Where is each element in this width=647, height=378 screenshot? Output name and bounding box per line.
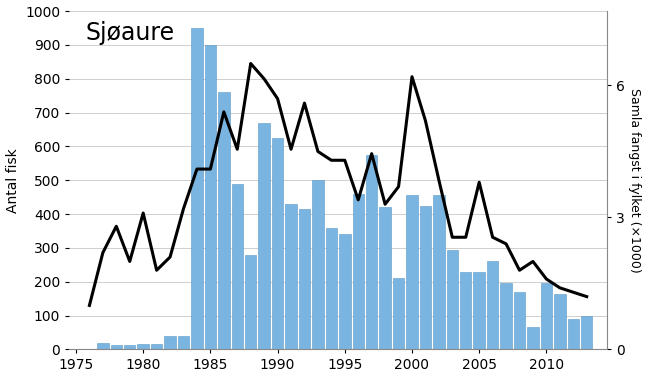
Bar — [487, 262, 498, 349]
Bar — [299, 209, 310, 349]
Y-axis label: Samla fangst i fylket (×1000): Samla fangst i fylket (×1000) — [628, 88, 641, 273]
Bar — [433, 195, 444, 349]
Bar — [245, 255, 256, 349]
Bar — [420, 206, 431, 349]
Bar — [192, 28, 203, 349]
Bar — [258, 123, 270, 349]
Bar — [581, 316, 593, 349]
Bar — [313, 180, 324, 349]
Bar — [339, 234, 351, 349]
Bar — [406, 195, 418, 349]
Bar — [500, 284, 512, 349]
Bar — [379, 207, 391, 349]
Bar — [541, 284, 552, 349]
Bar — [554, 294, 565, 349]
Bar — [137, 344, 149, 349]
Bar — [474, 272, 485, 349]
Bar — [164, 336, 176, 349]
Bar — [232, 184, 243, 349]
Bar — [97, 342, 109, 349]
Bar — [514, 292, 525, 349]
Bar — [272, 138, 283, 349]
Bar — [151, 344, 162, 349]
Bar — [285, 204, 297, 349]
Bar — [567, 319, 579, 349]
Text: Sjøaure: Sjøaure — [85, 21, 175, 45]
Bar — [460, 272, 472, 349]
Y-axis label: Antal fisk: Antal fisk — [6, 148, 19, 212]
Bar — [124, 345, 135, 349]
Bar — [178, 336, 189, 349]
Bar — [353, 194, 364, 349]
Bar — [366, 155, 377, 349]
Bar — [527, 327, 539, 349]
Bar — [393, 278, 404, 349]
Bar — [325, 228, 337, 349]
Bar — [446, 249, 458, 349]
Bar — [111, 345, 122, 349]
Bar — [204, 45, 216, 349]
Bar — [218, 92, 230, 349]
